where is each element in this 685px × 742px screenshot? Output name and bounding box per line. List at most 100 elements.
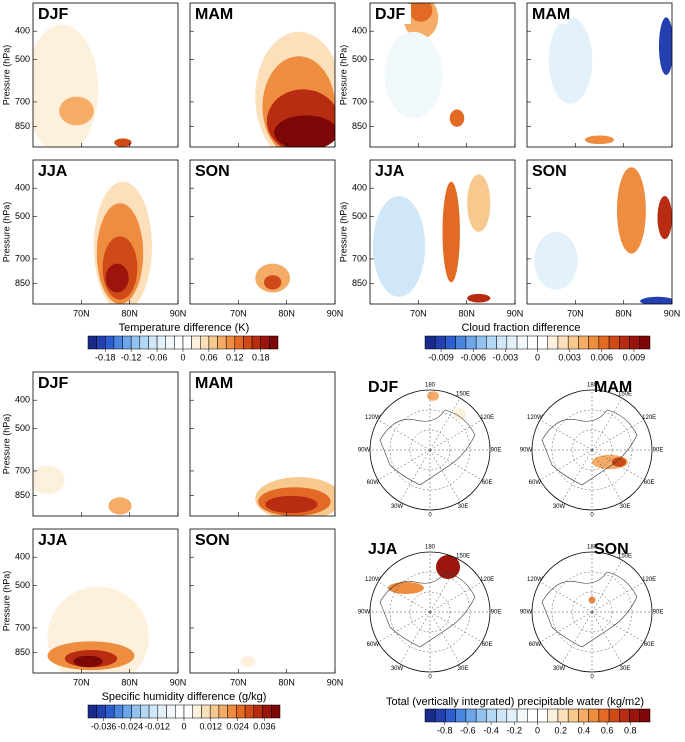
colorbar-box bbox=[465, 335, 477, 350]
meridian bbox=[429, 611, 483, 643]
y-tick-label: 850 bbox=[352, 278, 367, 288]
colorbar-box bbox=[424, 708, 436, 723]
colorbar-tick-label: -0.012 bbox=[144, 721, 170, 731]
colorbar-tick-label: 0.4 bbox=[578, 725, 591, 735]
contour-fill bbox=[105, 263, 129, 293]
colorbar-box bbox=[639, 708, 651, 723]
contour-fill bbox=[265, 495, 318, 514]
x-tick-label: 90N bbox=[507, 308, 524, 318]
y-tick-label: 700 bbox=[15, 622, 30, 632]
colorbar-box bbox=[217, 335, 227, 350]
x-tick-label: 80N bbox=[615, 308, 632, 318]
colorbar-tick-label: 0 bbox=[535, 725, 540, 735]
colorbar-box bbox=[236, 704, 246, 719]
y-axis-label: Pressure (hPa) bbox=[1, 202, 11, 263]
map-fill bbox=[454, 408, 466, 420]
colorbar-tick-label: -0.4 bbox=[483, 725, 499, 735]
x-tick-label: 80N bbox=[278, 308, 295, 318]
lon-label: 90W bbox=[358, 610, 371, 616]
lon-label: 0 bbox=[590, 675, 594, 681]
lon-label: 60E bbox=[644, 480, 655, 486]
colorbar-box bbox=[96, 335, 106, 350]
panel-bg bbox=[190, 529, 335, 673]
season-bg bbox=[371, 161, 411, 181]
contour-fill bbox=[449, 109, 465, 127]
lon-label: 90E bbox=[653, 448, 664, 454]
panel-frame bbox=[32, 528, 179, 674]
lon-label: 120W bbox=[527, 415, 543, 421]
y-tick-label: 500 bbox=[15, 211, 30, 221]
x-tick-label: 70N bbox=[230, 677, 247, 687]
colorbar-box bbox=[113, 704, 124, 719]
lon-label: 30W bbox=[391, 666, 404, 672]
lon-label: 120W bbox=[365, 415, 381, 421]
colorbar-box bbox=[434, 335, 446, 350]
colorbar-box bbox=[557, 335, 569, 350]
contours bbox=[527, 3, 672, 147]
x-tick-label: 70N bbox=[73, 308, 90, 318]
lon-label: 180 bbox=[425, 545, 436, 551]
map-frame bbox=[369, 389, 491, 511]
y-tick-label: 700 bbox=[15, 96, 30, 106]
lon-label: 150E bbox=[456, 391, 470, 397]
lon-label: 90W bbox=[358, 448, 371, 454]
lon-label: 150E bbox=[456, 553, 470, 559]
colorbar-tick-label: 0.12 bbox=[226, 352, 244, 362]
contour-fill bbox=[585, 135, 614, 145]
map-frame bbox=[531, 389, 653, 511]
lon-label: 0 bbox=[428, 675, 432, 681]
colorbar-box bbox=[516, 335, 528, 350]
contours bbox=[190, 3, 335, 147]
axis-title: Cloud fraction difference bbox=[461, 322, 580, 334]
lon-label: 120E bbox=[642, 415, 656, 421]
lon-label: 180 bbox=[425, 383, 436, 389]
contours bbox=[190, 372, 335, 516]
contour-fill bbox=[467, 174, 491, 232]
colorbar-box bbox=[537, 708, 548, 723]
colorbar-box bbox=[475, 708, 487, 723]
panel-frame bbox=[189, 528, 336, 674]
meridian bbox=[539, 419, 593, 451]
lon-label: 0 bbox=[428, 513, 432, 519]
colorbar-tick-label: 0.2 bbox=[554, 725, 567, 735]
colorbar-box bbox=[598, 335, 610, 350]
season-bg bbox=[34, 373, 74, 393]
colorbar-tick-label: -0.12 bbox=[121, 352, 142, 362]
x-tick-label: 80N bbox=[458, 308, 475, 318]
lon-label: 120E bbox=[642, 577, 656, 583]
season-label: JJA bbox=[38, 532, 68, 549]
colorbar-tick-label: -0.06 bbox=[147, 352, 168, 362]
colorbar-box bbox=[105, 335, 115, 350]
season-label: SON bbox=[594, 541, 629, 558]
lon-label: 60W bbox=[367, 642, 380, 648]
lon-label: 90E bbox=[653, 610, 664, 616]
lon-label: 30E bbox=[620, 504, 631, 510]
y-axis-label: Pressure (hPa) bbox=[338, 202, 348, 263]
colorbar-box bbox=[174, 335, 184, 350]
x-tick-label: 80N bbox=[278, 677, 295, 687]
colorbar-tick-label: 0 bbox=[180, 352, 185, 362]
lon-label: 90E bbox=[491, 610, 502, 616]
colorbar-box bbox=[455, 335, 467, 350]
colorbar-box bbox=[486, 335, 497, 350]
colorbar-box bbox=[547, 708, 559, 723]
y-axis-label: Pressure (hPa) bbox=[338, 45, 348, 106]
season-label: JJA bbox=[368, 541, 398, 558]
lon-label: 180 bbox=[587, 383, 598, 389]
coastline bbox=[541, 409, 638, 486]
season-label: SON bbox=[195, 163, 230, 180]
contour-fill bbox=[274, 115, 335, 147]
colorbar-box bbox=[629, 708, 641, 723]
colorbar-tick-label: 0 bbox=[535, 352, 540, 362]
y-tick-label: 400 bbox=[15, 395, 30, 405]
colorbar-tick-label: 0.036 bbox=[253, 721, 276, 731]
meridian bbox=[539, 581, 593, 613]
colorbar-box bbox=[486, 708, 497, 723]
lon-label: 60E bbox=[482, 642, 493, 648]
lon-label: 120W bbox=[365, 577, 381, 583]
colorbar-box bbox=[578, 335, 589, 350]
colorbar-tick-label: -0.2 bbox=[507, 725, 523, 735]
contour-fill bbox=[73, 655, 103, 668]
lon-label: 30E bbox=[620, 666, 631, 672]
meridian bbox=[591, 611, 645, 643]
